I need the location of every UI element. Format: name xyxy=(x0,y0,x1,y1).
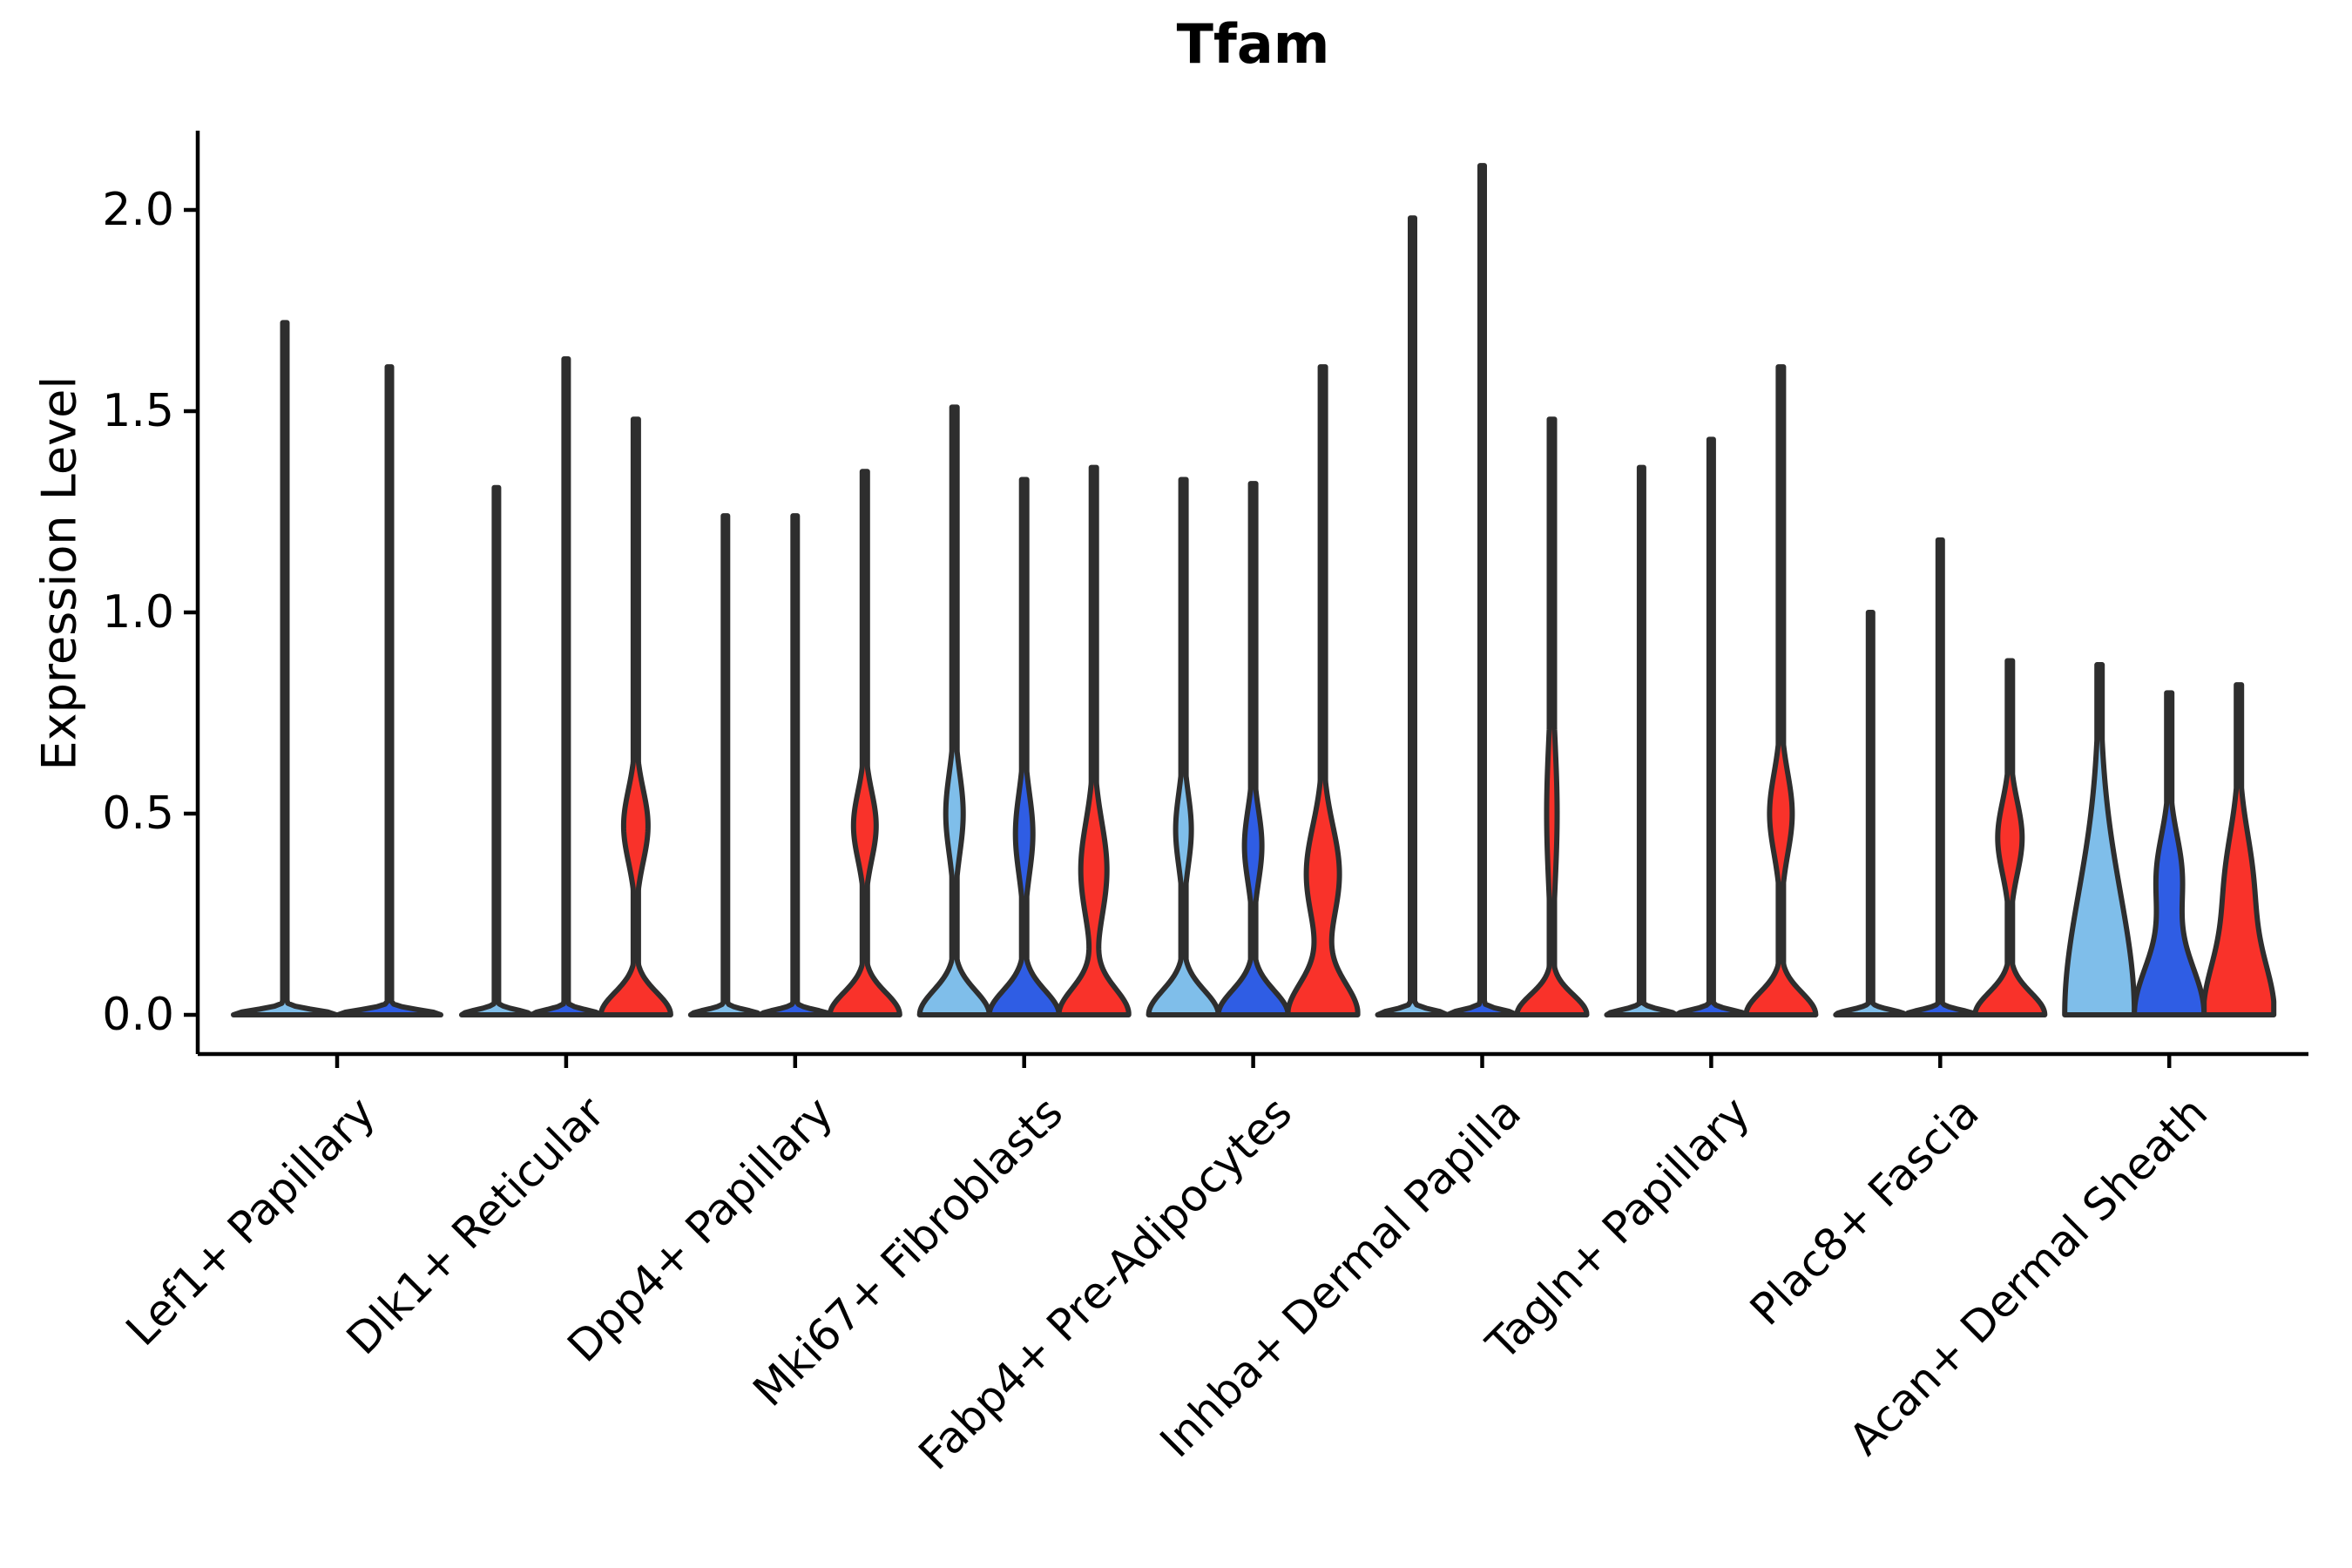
violin-dpp4-dark_blue xyxy=(757,513,833,1017)
violin-fabp4-dark_blue xyxy=(1215,481,1291,1017)
y-tick-label: 0.0 xyxy=(102,989,174,1041)
violin-acan-red xyxy=(2201,682,2277,1017)
violin-lef1-light_blue xyxy=(231,320,339,1017)
violin-dlk1-dark_blue xyxy=(528,355,604,1017)
violin-fabp4-red xyxy=(1285,364,1361,1017)
chart-title: Tfam xyxy=(1176,12,1330,76)
violin-inhba-dark_blue xyxy=(1444,163,1520,1017)
violin-lef1-dark_blue xyxy=(335,364,443,1017)
violin-dpp4-light_blue xyxy=(687,513,763,1017)
violin-tagln-dark_blue xyxy=(1673,436,1749,1017)
y-tick-label: 0.5 xyxy=(102,787,174,840)
violin-tagln-light_blue xyxy=(1604,464,1680,1017)
violin-dpp4-red xyxy=(827,469,902,1017)
y-tick-label: 1.0 xyxy=(102,586,174,639)
violin-dlk1-light_blue xyxy=(458,484,534,1017)
violin-plac8-light_blue xyxy=(1833,610,1909,1017)
violin-dlk1-red xyxy=(598,416,673,1017)
violin-mki67-red xyxy=(1056,464,1132,1017)
y-tick-label: 1.5 xyxy=(102,385,174,437)
violin-inhba-red xyxy=(1514,416,1590,1017)
violin-tagln-red xyxy=(1743,364,1819,1017)
violin-fabp4-light_blue xyxy=(1146,476,1221,1017)
y-tick-label: 2.0 xyxy=(102,184,174,236)
violin-mki67-light_blue xyxy=(916,404,992,1017)
violin-acan-light_blue xyxy=(2062,662,2138,1017)
violin-acan-dark_blue xyxy=(2132,690,2207,1017)
violin-plac8-red xyxy=(1972,658,2048,1017)
violin-inhba-light_blue xyxy=(1375,215,1450,1017)
violin-plac8-dark_blue xyxy=(1903,537,1978,1017)
violin-mki67-dark_blue xyxy=(986,476,1062,1017)
